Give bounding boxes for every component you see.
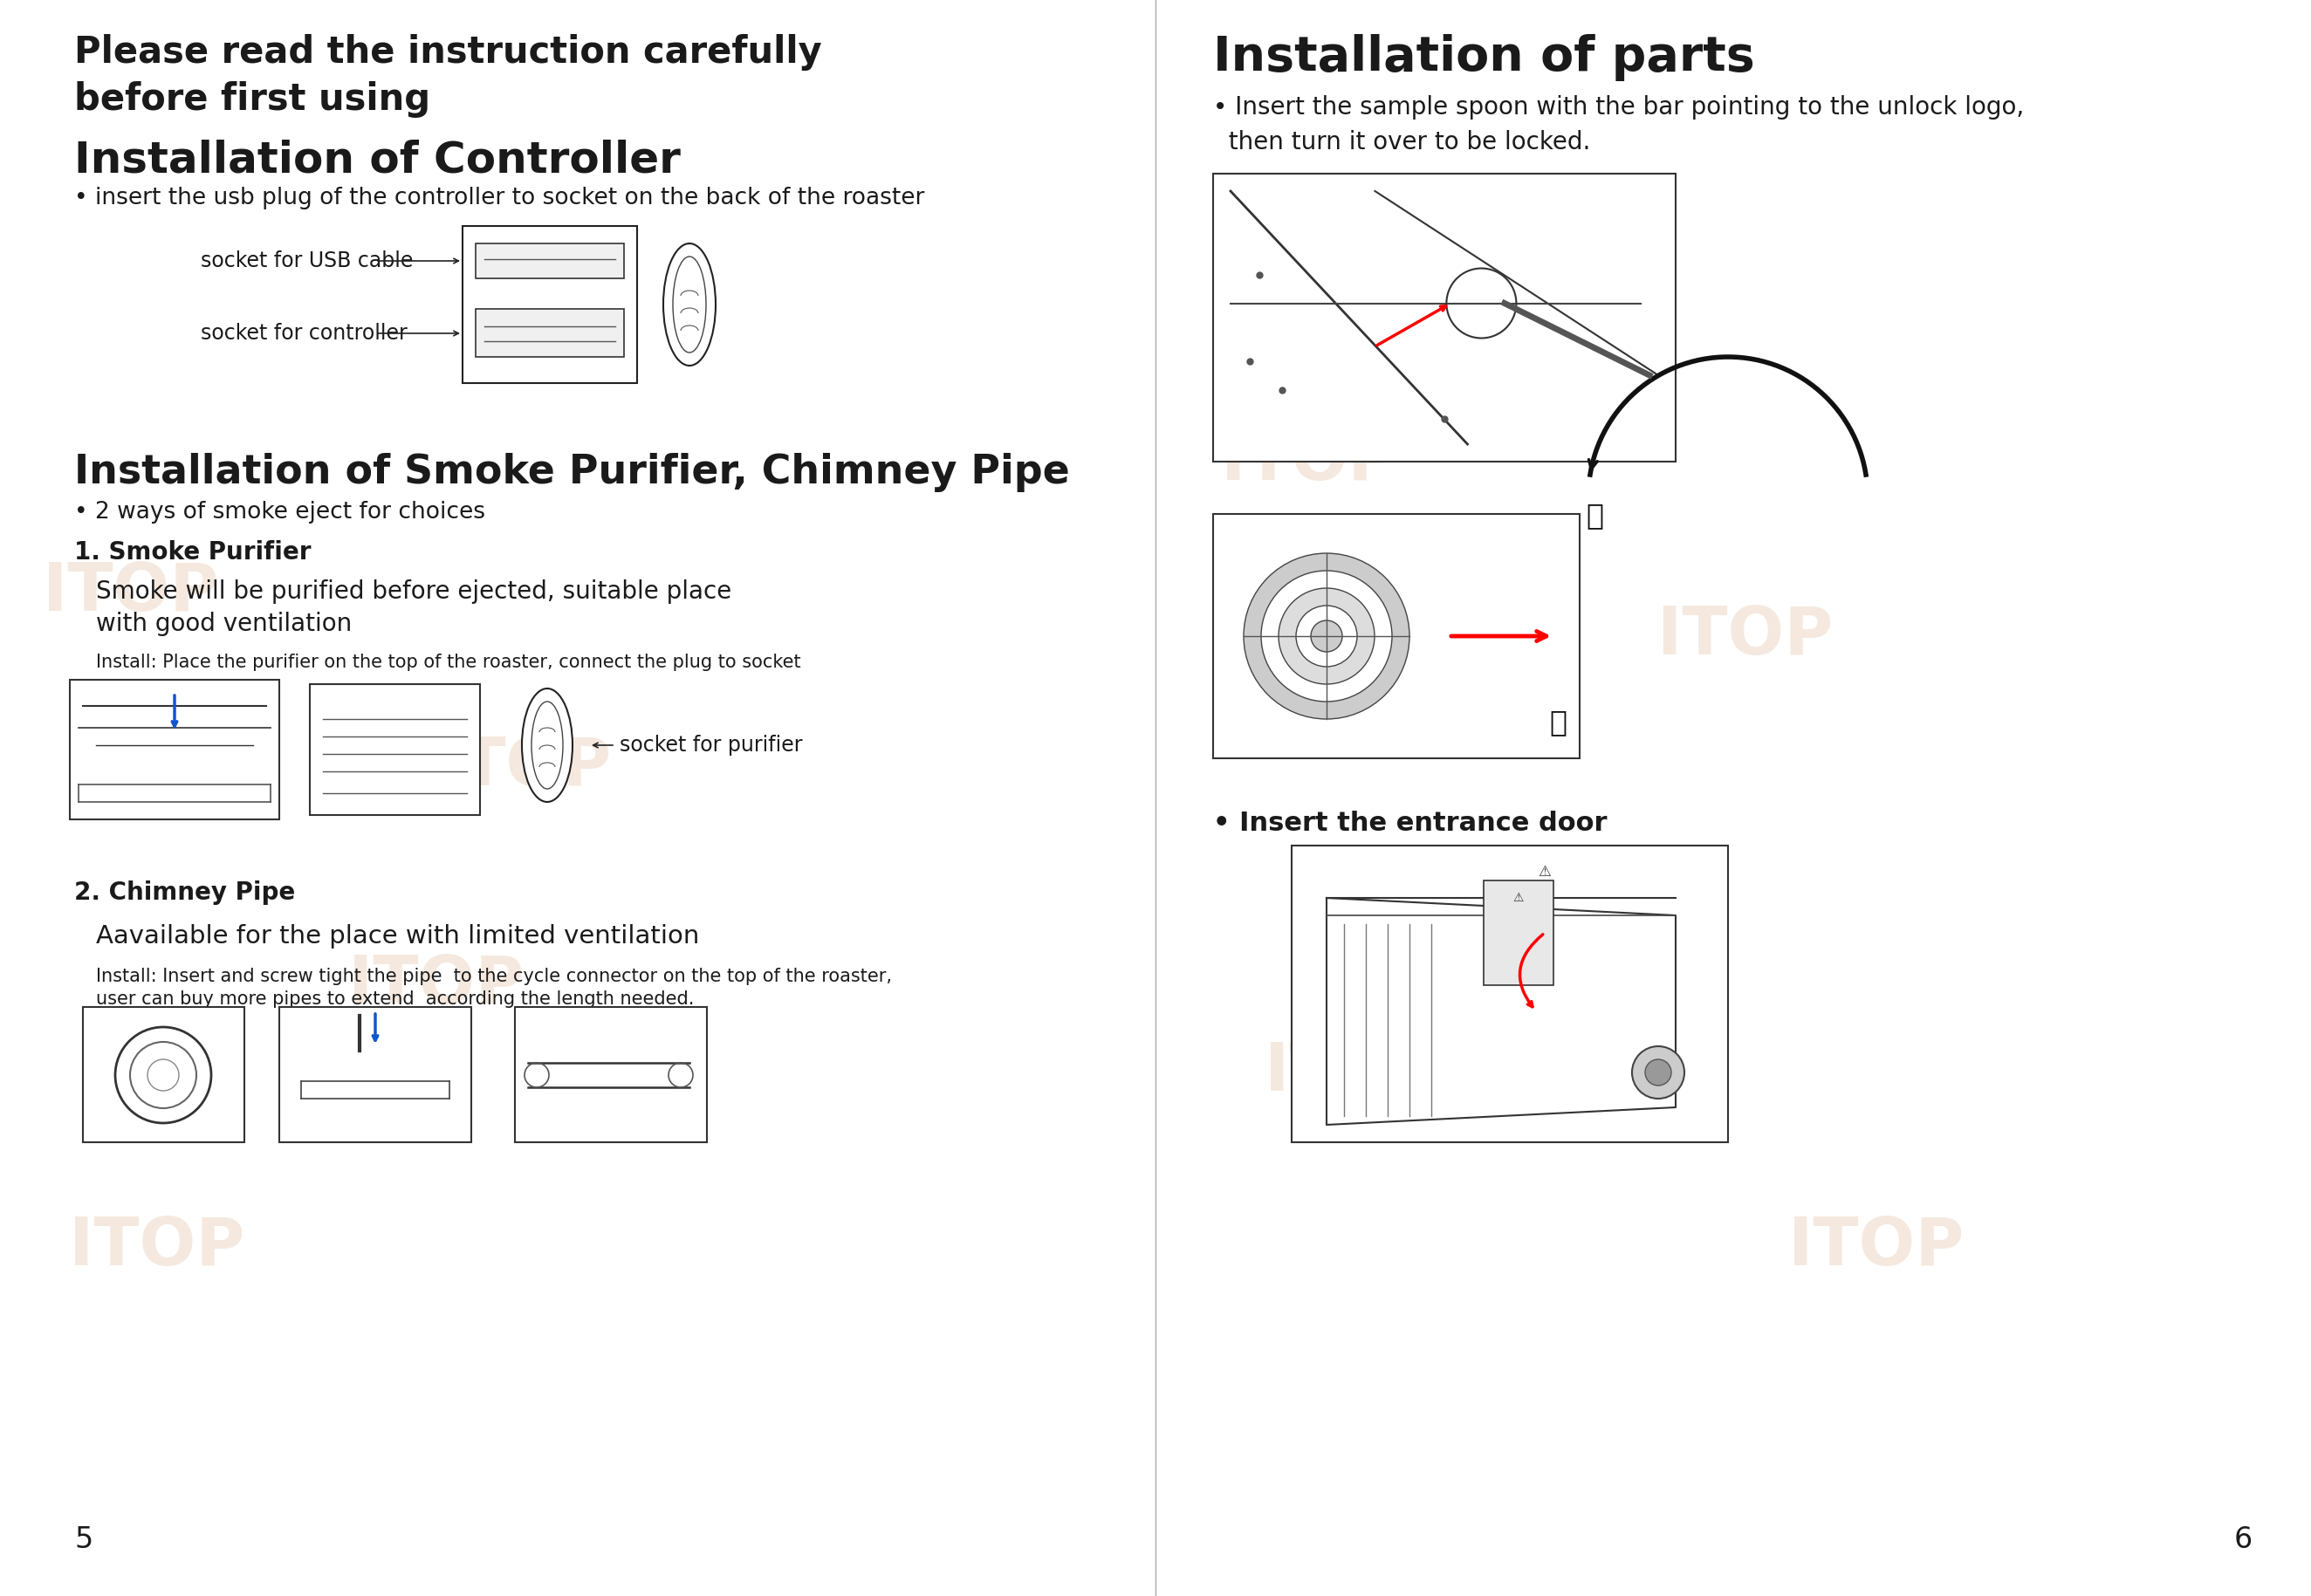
Text: ITOP: ITOP xyxy=(349,953,525,1018)
Text: ITOP: ITOP xyxy=(1220,429,1396,493)
Bar xyxy=(1292,846,1729,1143)
Bar xyxy=(462,227,638,383)
Text: socket for USB cable: socket for USB cable xyxy=(201,251,414,271)
Circle shape xyxy=(1632,1047,1685,1098)
Circle shape xyxy=(1296,605,1357,667)
Circle shape xyxy=(1310,621,1343,651)
Text: Installation of parts: Installation of parts xyxy=(1213,34,1754,81)
Text: ⚠: ⚠ xyxy=(1514,892,1523,903)
Circle shape xyxy=(1278,589,1375,685)
Bar xyxy=(476,244,624,278)
Text: socket for controller: socket for controller xyxy=(201,322,407,343)
Text: 6: 6 xyxy=(2235,1526,2253,1555)
Bar xyxy=(280,1007,471,1143)
Bar xyxy=(310,685,481,816)
Circle shape xyxy=(1645,1060,1671,1085)
Text: Smoke will be purified before ejected, suitable place
with good ventilation: Smoke will be purified before ejected, s… xyxy=(97,579,733,635)
Ellipse shape xyxy=(673,257,707,353)
Ellipse shape xyxy=(663,244,716,365)
Text: ITOP: ITOP xyxy=(1657,603,1833,669)
Circle shape xyxy=(1243,554,1410,720)
Text: then turn it over to be locked.: then turn it over to be locked. xyxy=(1213,129,1590,155)
Text: ITOP: ITOP xyxy=(1789,1215,1964,1280)
Text: Installation of Controller: Installation of Controller xyxy=(74,139,682,180)
Text: Install: Insert and screw tight the pipe  to the cycle connector on the top of t: Install: Insert and screw tight the pipe… xyxy=(97,967,892,1009)
Text: Installation of Smoke Purifier, Chimney Pipe: Installation of Smoke Purifier, Chimney … xyxy=(74,453,1070,492)
Bar xyxy=(83,1007,245,1143)
Text: socket for purifier: socket for purifier xyxy=(619,734,802,755)
Text: ITOP: ITOP xyxy=(1264,1041,1440,1104)
Bar xyxy=(1213,514,1581,758)
Text: ⚠: ⚠ xyxy=(1539,863,1551,879)
Ellipse shape xyxy=(522,688,573,801)
Text: 🔒: 🔒 xyxy=(1585,501,1604,530)
Text: • Insert the entrance door: • Insert the entrance door xyxy=(1213,811,1606,836)
Text: • Insert the sample spoon with the bar pointing to the unlock logo,: • Insert the sample spoon with the bar p… xyxy=(1213,96,2024,120)
Bar xyxy=(69,680,280,819)
Text: • insert the usb plug of the controller to socket on the back of the roaster: • insert the usb plug of the controller … xyxy=(74,187,924,209)
Bar xyxy=(1484,881,1553,985)
Bar xyxy=(515,1007,707,1143)
Text: Install: Place the purifier on the top of the roaster, connect the plug to socke: Install: Place the purifier on the top o… xyxy=(97,654,802,670)
Text: 5: 5 xyxy=(74,1526,92,1555)
Bar xyxy=(1213,174,1675,461)
Circle shape xyxy=(1262,571,1391,702)
Bar xyxy=(476,310,624,358)
Text: Aavailable for the place with limited ventilation: Aavailable for the place with limited ve… xyxy=(97,924,700,948)
Text: 1. Smoke Purifier: 1. Smoke Purifier xyxy=(74,539,312,565)
Text: • 2 ways of smoke eject for choices: • 2 ways of smoke eject for choices xyxy=(74,501,485,523)
Text: ITOP: ITOP xyxy=(44,560,220,624)
Text: 2. Chimney Pipe: 2. Chimney Pipe xyxy=(74,881,296,905)
Ellipse shape xyxy=(532,702,564,788)
Text: Please read the instruction carefully
before first using: Please read the instruction carefully be… xyxy=(74,34,823,118)
Text: ITOP: ITOP xyxy=(69,1215,245,1280)
Text: 🔒: 🔒 xyxy=(1548,707,1567,736)
Text: ITOP: ITOP xyxy=(437,734,612,800)
